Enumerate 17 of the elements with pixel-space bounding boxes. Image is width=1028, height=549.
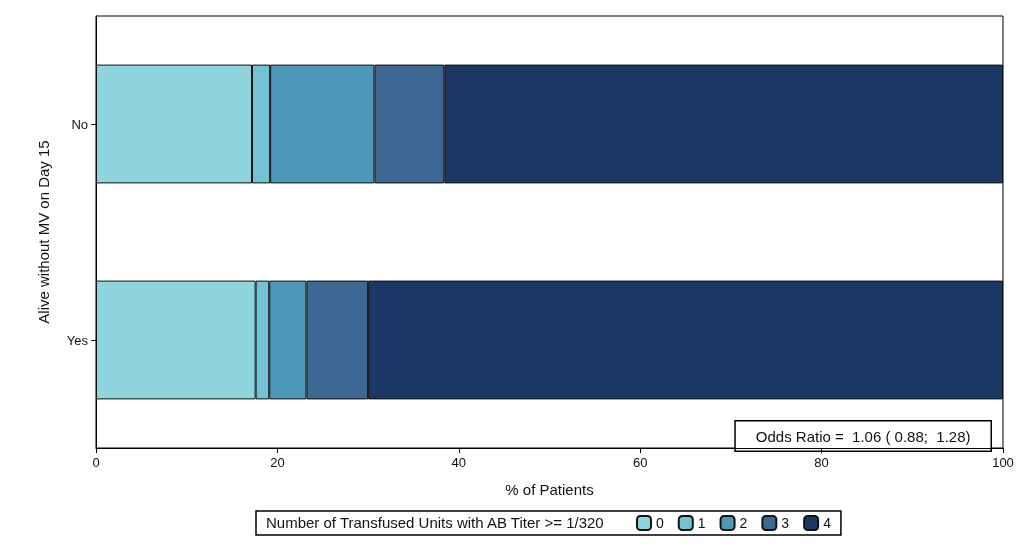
y-tick-label: No — [71, 116, 88, 132]
x-tick-label: 20 — [270, 455, 285, 470]
y-axis-title: Alive without MV on Day 15 — [35, 140, 52, 324]
x-axis-title: % of Patients — [505, 481, 594, 498]
annotation: Odds Ratio = 1.06 ( 0.88; 1.28) — [755, 427, 971, 445]
x-tick-label: 40 — [451, 455, 467, 470]
legend-label: 0 — [656, 515, 664, 531]
x-tick-label: 60 — [632, 455, 648, 470]
legend-label: 1 — [697, 515, 706, 531]
legend-title: Number of Transfused Units with AB Titer >= 1/320 — [266, 514, 604, 531]
legend-label: 3 — [781, 515, 790, 531]
legend-label: 2 — [739, 515, 748, 531]
x-tick-label: 100 — [992, 455, 1014, 470]
x-tick-label: 0 — [92, 455, 100, 470]
legend-label: 4 — [823, 515, 832, 531]
x-tick-label: 80 — [814, 455, 829, 470]
y-tick-label: Yes — [66, 332, 89, 348]
